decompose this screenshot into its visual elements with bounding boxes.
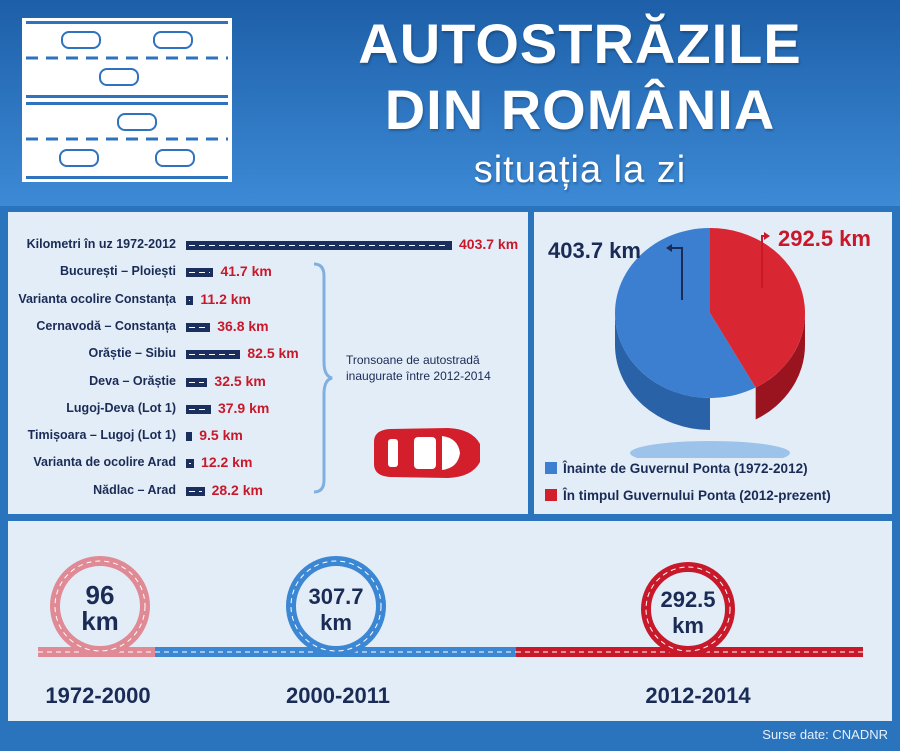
pie-chart xyxy=(615,228,805,458)
highway-icon xyxy=(22,18,232,182)
pie-arrow-during xyxy=(761,235,764,288)
bar-value-label: 37.9 km xyxy=(217,399,270,416)
timeline-chart: 96km1972-2000307.7km2000-2011292.5km2012… xyxy=(38,556,863,708)
bar-category-label: București – Ploiești xyxy=(59,264,176,279)
bar-category-label: Orăștie – Sibiu xyxy=(88,346,176,361)
highway-illustration xyxy=(22,18,232,182)
legend-swatch-red xyxy=(545,489,557,501)
pie-label-during: 292.5 km xyxy=(778,226,871,251)
bar xyxy=(186,404,211,414)
timeline-value: 292.5 xyxy=(660,587,715,612)
bar-value-label: 32.5 km xyxy=(214,372,266,389)
timeline-unit: km xyxy=(320,610,352,635)
bar-value-label: 82.5 km xyxy=(247,345,299,362)
timeline-value: 96 xyxy=(86,580,115,610)
timeline-loop-dash xyxy=(290,560,382,652)
bar-category-label: Deva – Orăștie xyxy=(89,373,176,388)
pie-slice-during xyxy=(710,228,805,388)
pie-arrow-before xyxy=(672,247,683,300)
timeline-panel xyxy=(8,521,892,721)
page-title-line2: DIN ROMÂNIA xyxy=(384,78,776,141)
bar-value-label: 41.7 km xyxy=(220,263,272,280)
timeline-loop-dash xyxy=(645,566,731,652)
timeline-value: 307.7 xyxy=(308,584,363,609)
bar xyxy=(186,486,205,496)
brace-icon xyxy=(313,262,333,494)
bar xyxy=(186,322,211,332)
bar xyxy=(186,432,193,442)
bar-value-label: 12.2 km xyxy=(201,454,253,471)
bar-value-label: 403.7 km xyxy=(459,236,519,252)
bar xyxy=(186,268,214,278)
bar-value-label: 28.2 km xyxy=(211,481,263,498)
bar-category-label: Timișoara – Lugoj (Lot 1) xyxy=(27,428,176,443)
bar-category-label: Kilometri în uz 1972-2012 xyxy=(26,237,176,251)
bar-value-label: 36.8 km xyxy=(217,317,269,334)
timeline-unit: km xyxy=(81,606,119,636)
legend-label-during: În timpul Guvernului Ponta (2012-prezent… xyxy=(563,488,831,503)
bar xyxy=(186,350,241,360)
bar-category-label: Varianta de ocolire Arad xyxy=(33,455,176,470)
pie-slice-before xyxy=(615,228,756,398)
bar-value-label: 9.5 km xyxy=(199,427,243,444)
pie-arrow-during-head xyxy=(764,232,770,240)
legend-item-before: Înainte de Guvernul Ponta (1972-2012) xyxy=(545,461,808,476)
timeline-period-label: 1972-2000 xyxy=(45,683,150,708)
timeline-unit: km xyxy=(672,613,704,638)
bar-category-label: Nădlac – Arad xyxy=(93,482,176,497)
bar-category-label: Cernavodă – Constanța xyxy=(36,318,176,333)
legend-swatch-blue xyxy=(545,462,557,474)
timeline-period-label: 2012-2014 xyxy=(645,683,751,708)
pie-shadow xyxy=(630,441,790,458)
pie-side-during xyxy=(755,313,805,420)
bar xyxy=(186,241,452,250)
page-title-line1: AUTOSTRĂZILE xyxy=(358,12,802,75)
pie-arrow-before-head xyxy=(666,244,672,252)
legend-item-during: În timpul Guvernului Ponta (2012-prezent… xyxy=(545,488,831,503)
bar xyxy=(186,295,194,305)
timeline-period-label: 2000-2011 xyxy=(286,683,390,708)
timeline-loop-dash xyxy=(54,560,146,652)
pie-side-before xyxy=(615,313,710,430)
bar-value-label: 11.2 km xyxy=(200,290,251,307)
bar xyxy=(186,377,208,387)
car-icon xyxy=(374,428,480,478)
bar xyxy=(186,459,195,469)
pie-label-before: 403.7 km xyxy=(548,238,641,263)
source-note: Surse date: CNADNR xyxy=(762,727,888,742)
bar-annotation: Tronsoane de autostradă inaugurate între… xyxy=(346,353,491,383)
legend-label-before: Înainte de Guvernul Ponta (1972-2012) xyxy=(563,461,808,476)
bar-category-label: Lugoj-Deva (Lot 1) xyxy=(66,400,176,415)
bar-category-label: Varianta ocolire Constanța xyxy=(18,291,176,306)
page-subtitle: situația la zi xyxy=(473,149,687,191)
